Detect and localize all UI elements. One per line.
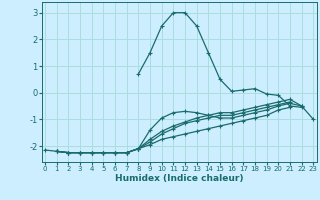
X-axis label: Humidex (Indice chaleur): Humidex (Indice chaleur) <box>115 174 244 183</box>
